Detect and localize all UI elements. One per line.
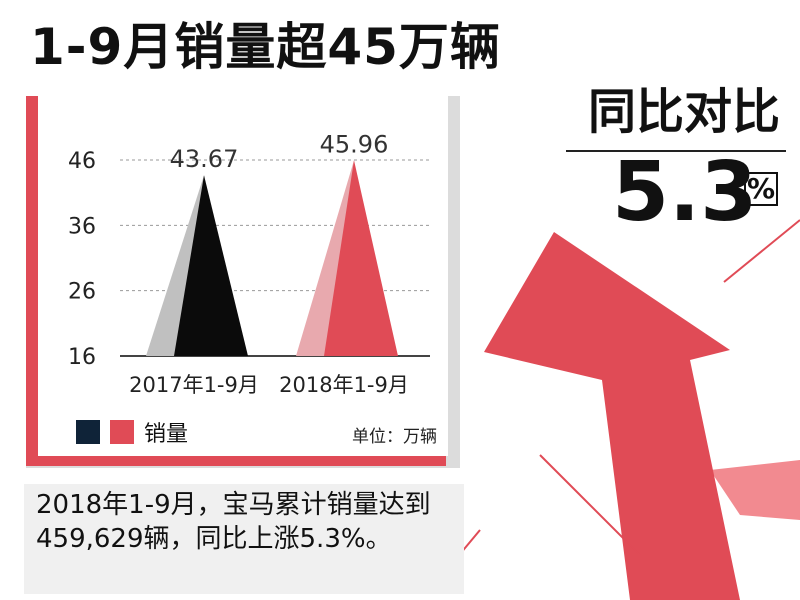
data-label: 43.67 [170,145,239,173]
arrow-tail [710,460,800,520]
legend: 销量 [76,416,188,448]
bar-0 [174,175,248,356]
legend-label: 销量 [144,422,189,447]
x-tick-label: 2018年1-9月 [279,373,409,397]
yoy-underline [566,150,786,152]
y-tick-label: 26 [68,280,96,305]
chart-card-bottom-bar [26,456,446,466]
x-tick-label: 2017年1-9月 [129,373,259,397]
chart-card: 16 26 36 46 43.67 45.96 2017年1-9月 2018年1-9月 [38,96,448,456]
data-label: 45.96 [320,130,389,158]
yoy-value: 5.3 [612,145,758,240]
y-tick-label: 46 [68,149,96,174]
chart-card-accent [26,96,38,458]
summary-box [24,484,464,594]
yoy-label: 同比对比 [587,84,780,140]
arrow-head [484,232,740,600]
deco-line-1 [723,219,800,283]
y-tick-label: 16 [68,345,96,370]
deco-line-2 [539,454,641,556]
y-tick-label: 36 [68,214,96,239]
chart-area: 16 26 36 46 43.67 45.96 2017年1-9月 2018年1-9月 [68,130,430,397]
legend-swatch-2018 [110,420,134,444]
unit-note: 单位：万辆 [352,427,437,447]
legend-swatch-2017 [76,420,100,444]
bar-1 [324,160,398,356]
summary-text: 2018年1-9月，宝马累计销量达到459,629辆，同比上涨5.3%。 [36,490,431,554]
page-title: 1-9月销量超45万辆 [30,18,501,76]
yoy-percent-sign: % [744,172,778,206]
